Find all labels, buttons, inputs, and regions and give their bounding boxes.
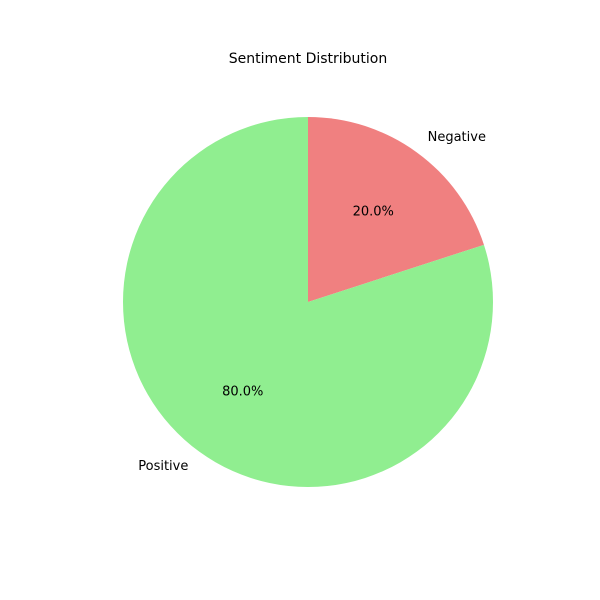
pie-slice-negative — [308, 117, 484, 302]
pie-slice-positive — [123, 117, 494, 488]
chart-title: Sentiment Distribution — [229, 51, 388, 67]
pie-slices — [123, 117, 494, 488]
pie-percent-negative: 20.0% — [353, 205, 394, 220]
pie-percent-positive: 80.0% — [222, 384, 263, 399]
pie-labels: Negative 20.0% Positive 80.0% — [138, 130, 486, 474]
pie-label-negative: Negative — [428, 130, 486, 145]
pie-label-positive: Positive — [138, 459, 188, 474]
